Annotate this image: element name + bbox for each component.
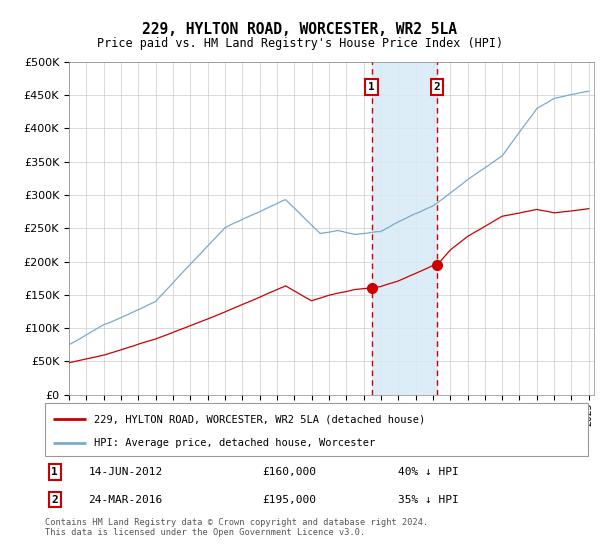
Text: 229, HYLTON ROAD, WORCESTER, WR2 5LA (detached house): 229, HYLTON ROAD, WORCESTER, WR2 5LA (de… — [94, 414, 425, 424]
Text: 1: 1 — [368, 82, 375, 92]
Text: 14-JUN-2012: 14-JUN-2012 — [88, 467, 163, 477]
Text: 229, HYLTON ROAD, WORCESTER, WR2 5LA: 229, HYLTON ROAD, WORCESTER, WR2 5LA — [143, 22, 458, 38]
Text: Contains HM Land Registry data © Crown copyright and database right 2024.
This d: Contains HM Land Registry data © Crown c… — [45, 518, 428, 538]
Text: 24-MAR-2016: 24-MAR-2016 — [88, 494, 163, 505]
Text: HPI: Average price, detached house, Worcester: HPI: Average price, detached house, Worc… — [94, 438, 375, 448]
Text: £195,000: £195,000 — [262, 494, 316, 505]
Text: £160,000: £160,000 — [262, 467, 316, 477]
Text: 2: 2 — [52, 494, 58, 505]
Text: Price paid vs. HM Land Registry's House Price Index (HPI): Price paid vs. HM Land Registry's House … — [97, 37, 503, 50]
Text: 2: 2 — [433, 82, 440, 92]
Text: 35% ↓ HPI: 35% ↓ HPI — [398, 494, 459, 505]
Text: 1: 1 — [52, 467, 58, 477]
Text: 40% ↓ HPI: 40% ↓ HPI — [398, 467, 459, 477]
Bar — [371, 62, 437, 395]
FancyBboxPatch shape — [45, 403, 588, 456]
